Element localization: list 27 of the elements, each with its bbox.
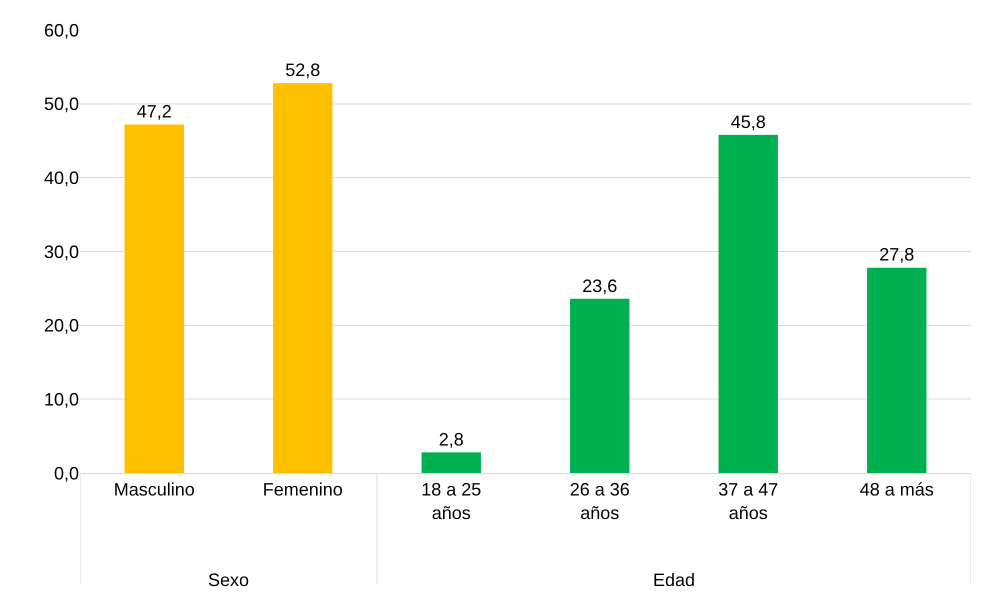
bar xyxy=(124,124,184,473)
data-label: 27,8 xyxy=(879,244,914,265)
y-tick-label: 50,0 xyxy=(44,94,79,114)
bar xyxy=(422,452,481,473)
bar xyxy=(570,298,630,473)
text: Edad xyxy=(653,570,696,590)
y-tick-label: 40,0 xyxy=(44,168,79,188)
x-tick-label: Femenino xyxy=(262,480,343,500)
x-tick-label: 26 a 36 años xyxy=(570,480,630,523)
data-label: 52,8 xyxy=(285,60,320,80)
bar xyxy=(718,134,778,473)
bar xyxy=(867,268,926,473)
data-label: 47,2 xyxy=(136,102,172,122)
data-label: 2,8 xyxy=(438,429,464,450)
x-tick-label: 18 a 25 años xyxy=(421,480,482,523)
y-tick-label: 0,0 xyxy=(54,463,79,484)
data-label: 45,8 xyxy=(730,112,766,132)
text: Sexo xyxy=(208,570,250,590)
y-tick-label: 20,0 xyxy=(44,316,79,336)
data-label: 23,6 xyxy=(582,276,618,296)
y-tick-label: 60,0 xyxy=(44,20,79,40)
x-tick-label: 48 a más xyxy=(860,480,934,500)
x-tick-label: 37 a 47 años xyxy=(718,480,778,523)
bar xyxy=(273,83,332,473)
y-tick-label: 30,0 xyxy=(44,242,79,262)
x-tick-label: Masculino xyxy=(114,480,195,500)
y-tick-label: 10,0 xyxy=(44,389,79,410)
